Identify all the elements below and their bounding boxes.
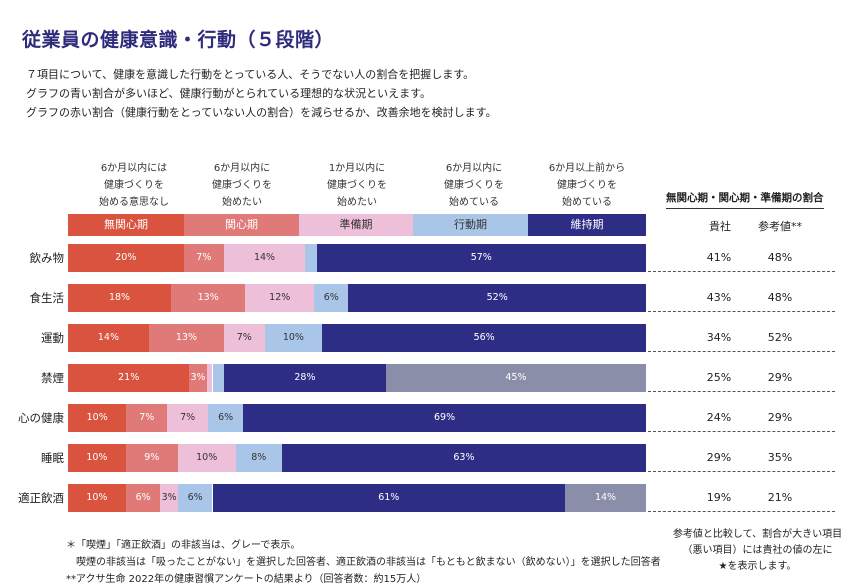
description-line-2: グラフの青い割合が多いほど、健康行動がとられている理想的な状況といえます。 — [26, 87, 432, 100]
bar-segment: 7% — [183, 244, 225, 272]
bar-segment: 63% — [281, 444, 646, 472]
category-label: 禁煙 — [41, 371, 64, 385]
bar-segment: 6% — [177, 484, 213, 512]
bar-segment: 7% — [167, 404, 209, 432]
row-divider — [648, 271, 835, 272]
category-label: 適正飲酒 — [18, 491, 64, 505]
bar-segment: 10% — [68, 444, 126, 472]
bar-segment: 18% — [68, 284, 171, 312]
stage-desc-contemplation: 6か月以内に 健康づくりを 始めたい — [212, 163, 272, 208]
bar-segment: 3% — [189, 364, 207, 392]
note-line-3: ★を表示します。 — [718, 561, 797, 572]
legend-contemplation: 関心期 — [184, 214, 299, 236]
bar-segment: 10% — [68, 484, 126, 512]
reference-ratio-value: 29% — [767, 371, 793, 384]
row-divider — [648, 511, 835, 512]
row-divider — [648, 431, 835, 432]
description-line-3: グラフの赤い割合（健康行動をとっていない人の割合）を減らせるか、改善余地を検討し… — [26, 106, 497, 119]
legend-maintenance: 維持期 — [528, 214, 646, 236]
bar-segment: 13% — [148, 324, 225, 352]
bar-segment: 21% — [68, 364, 190, 392]
ratio-panel-header: 無関心期・関心期・準備期の割合 — [666, 190, 824, 209]
bar-segment: 7% — [126, 404, 168, 432]
category-label: 運動 — [41, 331, 64, 345]
reference-ratio-value: 52% — [767, 331, 793, 344]
bar-segment: 57% — [316, 244, 646, 272]
category-label: 睡眠 — [41, 451, 64, 465]
reference-ratio-value: 48% — [767, 251, 793, 264]
bar-segment: 20% — [68, 244, 184, 272]
reference-ratio-value: 21% — [767, 491, 793, 504]
bar-segment: 10% — [68, 404, 127, 432]
footnote-2: 喫煙の非該当は「吸ったことがない」を選択した回答者、適正飲酒の非該当は「もともと… — [76, 557, 661, 568]
bar-segment: 6% — [208, 404, 244, 432]
bar-segment: 14% — [565, 484, 646, 512]
note-line-1: 参考値と比較して、割合が大きい項目 — [672, 529, 843, 540]
legend-preparation: 準備期 — [299, 214, 413, 236]
bar-segment — [206, 364, 213, 392]
row-divider — [648, 391, 835, 392]
bar-segment: 7% — [224, 324, 265, 352]
legend-action: 行動期 — [413, 214, 528, 236]
company-ratio-value: 41% — [706, 251, 732, 264]
bar-segment: 6% — [314, 284, 349, 312]
company-ratio-value: 19% — [706, 491, 732, 504]
row-divider — [648, 351, 835, 352]
category-label: 食生活 — [29, 291, 65, 305]
footnote-1: ＊「喫煙」「適正飲酒」の非該当は、グレーで表示。 — [66, 540, 301, 551]
bar-segment: 28% — [224, 364, 386, 392]
bar-segment — [304, 244, 317, 272]
category-label: 心の健康 — [18, 411, 64, 425]
stage-desc-maintenance: 6か月以上前から 健康づくりを 始めている — [548, 163, 626, 208]
stage-desc-precontemplation: 6か月以内には 健康づくりを 始める意思なし — [99, 163, 169, 208]
bar-segment: 14% — [224, 244, 305, 272]
bar-segment: 10% — [264, 324, 323, 352]
bar-segment: 10% — [177, 444, 236, 472]
bar-segment: 3% — [160, 484, 178, 512]
bar-segment: 56% — [322, 324, 646, 352]
reference-ratio-value: 29% — [767, 411, 793, 424]
note-line-2: （悪い項目）には貴社の値の左に — [682, 545, 833, 556]
page-title: 従業員の健康意識・行動（５段階） — [22, 29, 335, 51]
footnote-3: **アクサ生命 2022年の健康習慣アンケートの結果より（回答者数：約15万人） — [66, 574, 427, 585]
reference-ratio-value: 48% — [767, 291, 793, 304]
bar-segment: 45% — [385, 364, 646, 392]
bar-segment: 12% — [245, 284, 315, 312]
company-ratio-value: 43% — [706, 291, 732, 304]
bar-segment: 9% — [125, 444, 178, 472]
category-label: 飲み物 — [29, 251, 65, 265]
reference-ratio-value: 35% — [767, 451, 793, 464]
row-divider — [648, 311, 835, 312]
bar-segment: 8% — [235, 444, 282, 472]
company-ratio-value: 25% — [706, 371, 732, 384]
bar-segment: 69% — [243, 404, 646, 432]
bar-segment — [212, 364, 225, 392]
stage-desc-preparation: 1か月以内に 健康づくりを 始めたい — [327, 163, 387, 208]
bar-segment: 14% — [68, 324, 149, 352]
bar-segment: 61% — [212, 484, 566, 512]
company-ratio-value: 24% — [706, 411, 732, 424]
description-line-1: ７項目について、健康を意識した行動をとっている人、そうでない人の割合を把握します… — [26, 68, 475, 81]
legend-precontemplation: 無関心期 — [68, 214, 184, 236]
company-ratio-value: 29% — [706, 451, 732, 464]
bar-segment: 13% — [171, 284, 246, 312]
company-ratio-value: 34% — [706, 331, 732, 344]
bar-segment: 52% — [348, 284, 646, 312]
bar-segment: 6% — [125, 484, 161, 512]
column-reference: 参考値** — [758, 220, 802, 233]
column-company: 貴社 — [709, 220, 731, 233]
stage-desc-action: 6か月以内に 健康づくりを 始めている — [444, 163, 504, 208]
row-divider — [648, 471, 835, 472]
